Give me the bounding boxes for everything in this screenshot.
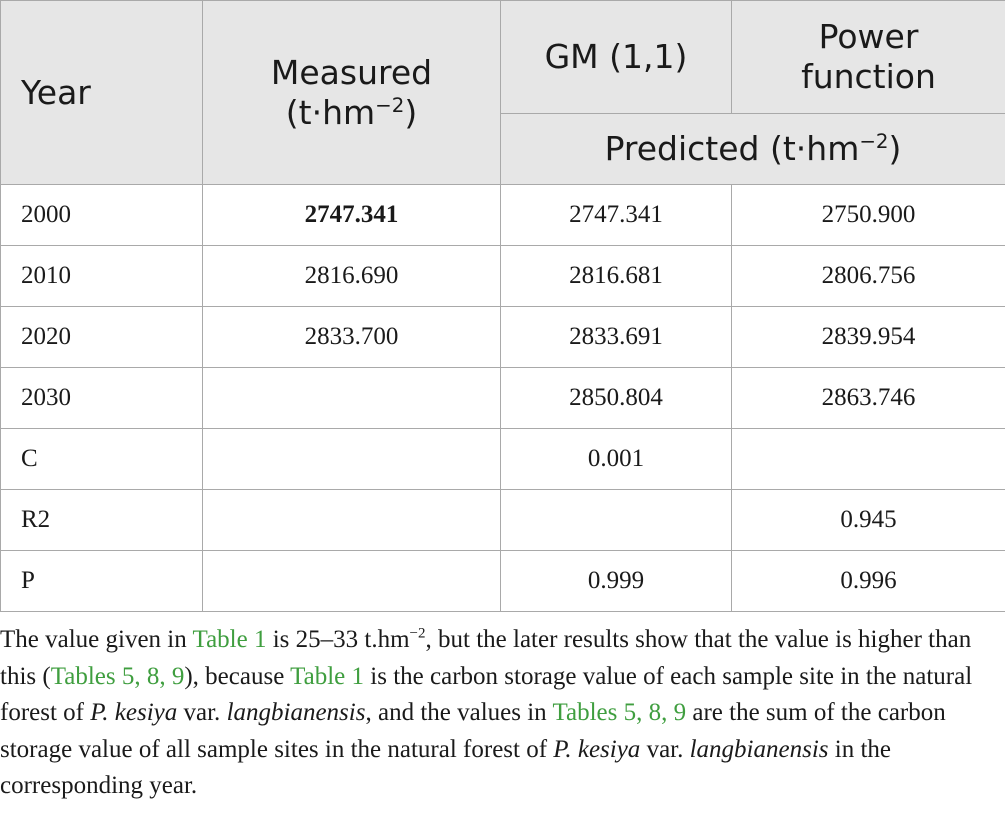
cell-label: R2: [0, 489, 203, 551]
footnote-exponent: −2: [409, 625, 426, 642]
table-footnote: The value given in Table 1 is 25–33 t.hm…: [0, 622, 1000, 805]
table-reference-link[interactable]: Table 1: [290, 662, 365, 690]
cell-measured: [202, 367, 501, 429]
footnote-text: ), because: [184, 662, 291, 690]
table-row: P 0.999 0.996: [0, 550, 1005, 612]
cell-measured: 2833.700: [202, 306, 501, 368]
results-table: Year Measured (t·hm−2) GM (1,1) Power fu…: [0, 0, 1005, 612]
cell-gm: 2747.341: [500, 184, 732, 246]
variety-name: langbianensis: [689, 735, 829, 763]
footnote-text: is 25–33 t.hm: [266, 626, 410, 653]
predicted-exponent: −2: [859, 130, 889, 153]
table-reference-link[interactable]: Table 1: [192, 626, 267, 653]
cell-power: 2806.756: [731, 245, 1005, 307]
table-row: C 0.001: [0, 428, 1005, 490]
predicted-base: Predicted (t·hm: [604, 129, 860, 168]
cell-power: 2839.954: [731, 306, 1005, 368]
table-row: 2020 2833.700 2833.691 2839.954: [0, 306, 1005, 368]
footnote-text: var.: [640, 735, 690, 763]
cell-measured: 2816.690: [202, 245, 501, 307]
footnote-text: var.: [177, 699, 227, 726]
unit-close: ): [404, 92, 418, 132]
cell-measured: [202, 489, 501, 551]
header-power-line1: Power: [818, 17, 919, 56]
cell-gm: 2850.804: [500, 367, 732, 429]
cell-measured: [202, 428, 501, 490]
header-measured-unit: (t·hm−2): [204, 93, 499, 133]
header-row: Year Measured (t·hm−2) GM (1,1) Power fu…: [0, 0, 1005, 185]
cell-label: P: [0, 550, 203, 612]
header-measured: Measured (t·hm−2): [202, 0, 501, 185]
table-row: 2010 2816.690 2816.681 2806.756: [0, 245, 1005, 307]
header-power: Power function: [731, 0, 1005, 114]
header-power-line2: function: [801, 57, 936, 96]
predicted-close: ): [888, 129, 902, 168]
cell-power: 0.945: [731, 489, 1005, 551]
cell-gm: 0.001: [500, 428, 732, 490]
cell-label: 2010: [0, 245, 203, 307]
footnote-text: are the sum of the carbon storage value …: [0, 699, 946, 763]
table-row: R2 0.945: [0, 489, 1005, 551]
cell-gm: 2833.691: [500, 306, 732, 368]
species-name: P. kesiya: [553, 735, 641, 763]
header-gm: GM (1,1): [500, 0, 732, 114]
cell-label: 2020: [0, 306, 203, 368]
cell-gm: 0.999: [500, 550, 732, 612]
tables-reference-link[interactable]: Tables 5, 8, 9: [50, 662, 185, 690]
footnote-text: , but the later results show that the va…: [0, 626, 972, 690]
cell-power: 2750.900: [731, 184, 1005, 246]
cell-power: 0.996: [731, 550, 1005, 612]
tables-reference-link[interactable]: Tables 5, 8, 9: [552, 699, 687, 726]
unit-exponent: −2: [375, 93, 405, 117]
header-measured-label: Measured: [270, 52, 433, 92]
cell-label: 2000: [0, 184, 203, 246]
header-year: Year: [0, 0, 203, 185]
footnote-text: is the carbon storage value of each samp…: [0, 662, 973, 727]
cell-power: 2863.746: [731, 367, 1005, 429]
header-predicted: Predicted (t·hm−2): [500, 113, 1005, 185]
footnote-text: The value given in: [0, 626, 193, 653]
unit-base: (t·hm: [285, 92, 376, 132]
cell-label: 2030: [0, 367, 203, 429]
footnote-text: , and the values in: [365, 699, 553, 726]
cell-gm: 2816.681: [500, 245, 732, 307]
table-row: 2000 2747.341 2747.341 2750.900: [0, 184, 1005, 246]
cell-measured: [202, 550, 501, 612]
cell-power: [731, 428, 1005, 490]
header-row-predicted: Predicted (t·hm−2): [1, 113, 1005, 185]
table-row: 2030 2850.804 2863.746: [0, 367, 1005, 429]
cell-label: C: [0, 428, 203, 490]
species-name: P. kesiya: [90, 699, 178, 726]
footnote-text: in the corresponding year.: [0, 735, 892, 800]
cell-gm: [500, 489, 732, 551]
cell-measured: 2747.341: [202, 184, 501, 246]
variety-name: langbianensis: [226, 699, 366, 726]
